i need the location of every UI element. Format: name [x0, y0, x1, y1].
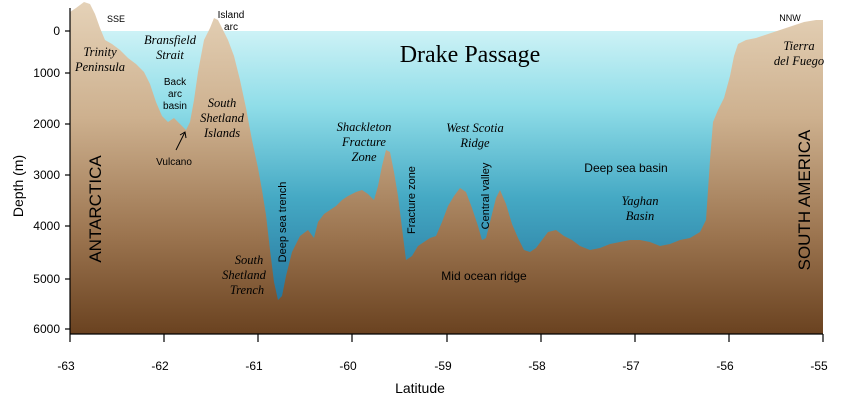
y-tick-marks: [65, 30, 70, 330]
label-deep-sea-trench: Deep sea trench: [277, 182, 289, 263]
x-tick-label: -57: [622, 359, 640, 373]
label-mid-ocean-ridge: Mid ocean ridge: [441, 269, 527, 283]
label-south-shetland-trench: South: [235, 253, 263, 267]
x-tick-label: -55: [810, 359, 828, 373]
page-title: Drake Passage: [400, 42, 541, 68]
label-south-shetland-islands: Islands: [203, 126, 240, 140]
x-tick-label: -58: [528, 359, 546, 373]
label-fracture-zone: Fracture zone: [406, 166, 418, 234]
label-vulcano: Vulcano: [156, 157, 192, 168]
y-tick-label: 0: [53, 24, 60, 38]
y-tick-label: 2000: [33, 117, 60, 131]
x-tick-label: -60: [339, 359, 357, 373]
x-tick-marks: [69, 334, 824, 342]
seafloor-profile: [70, 2, 823, 334]
label-trinity-peninsula: Trinity: [83, 45, 117, 59]
y-tick-label: 4000: [33, 219, 60, 233]
label-south-shetland-trench: Trench: [230, 283, 264, 297]
label-yaghan-basin: Basin: [626, 209, 654, 223]
direction-sse: SSE: [107, 14, 125, 24]
label-bransfield-strait: Strait: [156, 48, 184, 62]
label-south-shetland-islands: Shetland: [200, 111, 244, 125]
label-south-shetland-islands: South: [208, 96, 236, 110]
label-island-arc: arc: [224, 22, 238, 33]
x-tick-label: -62: [151, 359, 169, 373]
x-tick-label: -59: [434, 359, 452, 373]
y-tick-label: 5000: [33, 272, 60, 286]
label-central-valley: Central valley: [480, 162, 492, 229]
label-deep-sea-basin: Deep sea basin: [584, 161, 667, 175]
label-west-scotia-ridge: West Scotia: [446, 121, 504, 135]
x-tick-label: -56: [716, 359, 734, 373]
label-back-arc-basin: arc: [168, 89, 182, 100]
label-back-arc-basin: basin: [163, 101, 187, 112]
label-island-arc: Island: [218, 10, 245, 21]
label-west-scotia-ridge: Ridge: [459, 136, 490, 150]
region-south-america: SOUTH AMERICA: [795, 129, 814, 270]
label-bransfield-strait: Bransfield: [144, 33, 197, 47]
x-axis-title: Latitude: [395, 380, 445, 396]
direction-nnw: NNW: [779, 13, 801, 23]
y-tick-label: 1000: [33, 66, 60, 80]
label-trinity-peninsula: Peninsula: [74, 60, 125, 74]
label-shackleton-fracture-zone: Zone: [352, 150, 377, 164]
label-tierra-del-fuego: Tierra: [783, 39, 814, 53]
x-tick-label: -61: [245, 359, 263, 373]
region-antarctica: ANTARCTICA: [86, 155, 105, 263]
label-shackleton-fracture-zone: Fracture: [341, 135, 386, 149]
label-shackleton-fracture-zone: Shackleton: [337, 120, 392, 134]
y-tick-label: 3000: [33, 168, 60, 182]
label-back-arc-basin: Back: [164, 77, 187, 88]
x-tick-label: -63: [57, 359, 75, 373]
label-south-shetland-trench: Shetland: [222, 268, 266, 282]
y-axis-title: Depth (m): [10, 155, 26, 217]
label-tierra-del-fuego: del Fuego: [774, 54, 824, 68]
vulcano-arrow: [175, 131, 187, 151]
y-tick-label: 6000: [33, 322, 60, 336]
label-yaghan-basin: Yaghan: [621, 194, 658, 208]
